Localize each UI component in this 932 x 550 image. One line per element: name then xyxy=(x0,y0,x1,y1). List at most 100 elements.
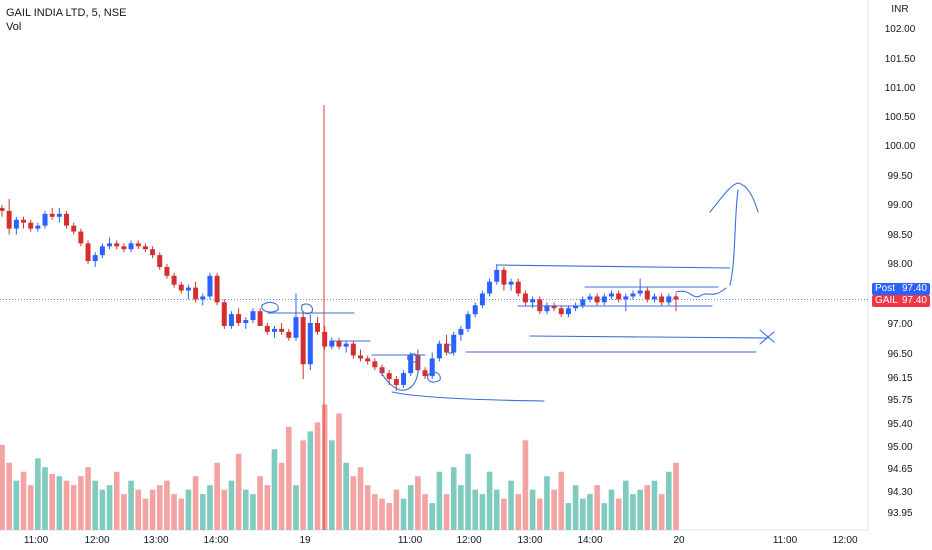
candle-body xyxy=(56,213,62,217)
volume-bar xyxy=(658,494,665,530)
volume-bar xyxy=(300,440,306,530)
volume-bar xyxy=(199,494,206,530)
x-tick-label: 13:00 xyxy=(517,535,542,546)
candle-body xyxy=(659,296,665,303)
resistance-line-top[interactable] xyxy=(496,264,731,269)
candle-body xyxy=(666,296,672,303)
volume-bar xyxy=(314,422,321,530)
candle-body xyxy=(386,373,392,380)
candle-body xyxy=(314,323,320,332)
candle-body xyxy=(21,219,27,223)
candle-body xyxy=(580,299,586,306)
volume-bar xyxy=(364,485,371,530)
candle-body xyxy=(121,246,127,250)
volume-bar xyxy=(42,467,48,530)
circle-2[interactable] xyxy=(301,303,313,315)
circle-1[interactable] xyxy=(261,301,279,313)
candle-body xyxy=(479,293,485,306)
candle-body xyxy=(164,266,170,276)
projection-squiggle[interactable] xyxy=(675,287,727,298)
circle-4[interactable] xyxy=(427,371,441,383)
volume-bar xyxy=(536,498,543,530)
currency-label: INR xyxy=(891,4,908,15)
volume-bar xyxy=(615,498,622,530)
candle-body xyxy=(587,296,593,300)
symbol-title: GAIL INDIA LTD, 5, NSE xyxy=(6,7,127,19)
y-tick-label: 94.65 xyxy=(887,464,912,475)
volume-bar xyxy=(164,480,170,530)
volume-bar xyxy=(479,494,486,530)
cup-curve[interactable] xyxy=(379,359,419,391)
projection-up[interactable] xyxy=(729,189,739,286)
volume-bar xyxy=(286,426,292,530)
volume-bar xyxy=(336,413,342,530)
x-tick-label: 12:00 xyxy=(832,535,857,546)
volume-bar xyxy=(92,480,99,530)
volume-bar xyxy=(558,471,565,530)
candle-body xyxy=(608,293,614,297)
candle-body xyxy=(107,243,113,247)
volume-bar xyxy=(486,471,493,530)
projection-arc[interactable] xyxy=(709,182,759,213)
volume-bar xyxy=(472,489,479,530)
y-tick-label: 101.50 xyxy=(885,54,916,65)
candle-body xyxy=(85,243,91,262)
volume-bar xyxy=(637,489,643,530)
volume-bar xyxy=(78,476,84,530)
volume-bar xyxy=(630,494,636,530)
candle-body xyxy=(13,219,19,229)
volume-bar xyxy=(56,476,63,530)
horizontal-line-x[interactable] xyxy=(529,335,769,339)
candle-body xyxy=(271,328,277,332)
candle-body xyxy=(487,281,493,294)
chart-header: GAIL INDIA LTD, 5, NSE Vol xyxy=(6,6,126,34)
candle-body xyxy=(558,308,564,315)
volume-bar xyxy=(666,471,672,530)
candle-body xyxy=(472,305,478,315)
candle-body xyxy=(279,328,285,332)
x-tick-label: 11:00 xyxy=(398,535,423,546)
cross-mark[interactable] xyxy=(759,329,775,345)
volume-bar xyxy=(171,494,177,530)
circle-5[interactable] xyxy=(446,344,456,354)
candle-body xyxy=(150,249,156,256)
volume-bar xyxy=(106,485,113,530)
y-tick-label: 100.00 xyxy=(885,141,916,152)
candle-body xyxy=(350,343,356,356)
volume-bar xyxy=(386,503,392,530)
volume-bar xyxy=(257,476,263,530)
volume-bar xyxy=(651,480,658,530)
candle-body xyxy=(515,281,521,294)
volume-bar xyxy=(565,503,572,530)
volume-bar xyxy=(493,489,500,530)
candle-body xyxy=(458,328,464,335)
volume-bar xyxy=(135,489,142,530)
circle-3[interactable] xyxy=(407,353,419,363)
y-tick-label: 98.50 xyxy=(887,230,912,241)
y-tick-label: 95.40 xyxy=(887,419,912,430)
candle-body xyxy=(544,305,550,312)
volume-bar xyxy=(207,485,213,530)
y-tick-label: 98.00 xyxy=(887,259,912,270)
volume-bar xyxy=(70,485,77,530)
candle-body xyxy=(329,340,335,347)
volume-bar xyxy=(250,494,256,530)
volume-bar xyxy=(178,498,185,530)
candle-body xyxy=(343,343,349,347)
volume-bar xyxy=(85,467,91,530)
volume-bar xyxy=(307,431,314,530)
volume-bar xyxy=(156,485,163,530)
bottom-trend-line[interactable] xyxy=(391,391,545,402)
gail-badge-value: 97.40 xyxy=(901,295,927,306)
candle-body xyxy=(379,367,385,374)
volume-bar xyxy=(429,503,436,530)
volume-bar xyxy=(343,462,349,530)
candle-body xyxy=(114,243,120,247)
volume-bar xyxy=(379,498,385,530)
candle-body xyxy=(530,299,536,303)
x-tick-label: 11:00 xyxy=(773,535,798,546)
candle-body xyxy=(501,269,507,285)
candle-body xyxy=(429,358,435,377)
candle-body xyxy=(408,355,414,374)
